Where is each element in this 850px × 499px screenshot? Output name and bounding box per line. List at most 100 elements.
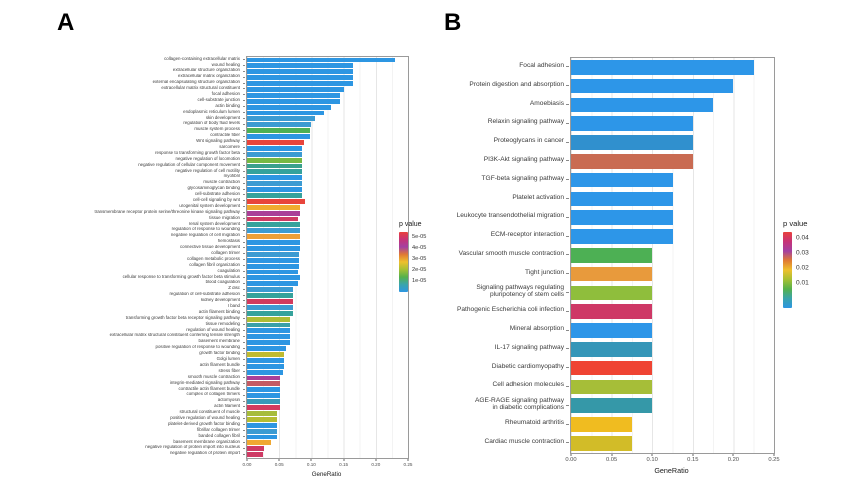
- bar-row: [571, 415, 774, 434]
- panel-a-legend-body: 5e-05 4e-05 3e-05 2e-05 1e-05: [399, 232, 426, 292]
- panel-b-plot-wrap: 0.00 0.05 0.10 0.15 0.20 0.25 GeneRatio: [565, 57, 780, 475]
- panel-b-bars: [571, 58, 774, 453]
- bar-row: [247, 192, 408, 198]
- bar-row: [247, 310, 408, 316]
- category-label: negative regulation of cellular componen…: [30, 162, 246, 168]
- category-label: Mineral absorption: [435, 320, 570, 339]
- category-label: response to transforming growth factor b…: [30, 150, 246, 156]
- bar-row: [247, 204, 408, 210]
- category-label: Relaxin signaling pathway: [435, 113, 570, 132]
- category-label: transforming growth factor beta receptor…: [30, 315, 246, 321]
- panel-b-legend-colorbar: [783, 232, 792, 308]
- bar-row: [247, 281, 408, 287]
- bar: [247, 340, 291, 346]
- bar: [247, 281, 298, 287]
- category-label: regulation of body fluid levels: [30, 121, 246, 127]
- bar: [247, 110, 325, 116]
- category-label: glycosaminoglycan binding: [30, 186, 246, 192]
- bar-row: [571, 340, 774, 359]
- category-label: AGE-RAGE signaling pathway in diabetic c…: [435, 395, 570, 414]
- panel-b-plot-area: [570, 57, 775, 454]
- bar-row: [247, 139, 408, 145]
- bar: [247, 145, 303, 151]
- category-label: Z disc: [30, 286, 246, 292]
- bar-row: [571, 434, 774, 453]
- bar: [247, 157, 303, 163]
- bar-row: [571, 396, 774, 415]
- category-label: actin filament binding: [30, 309, 246, 315]
- panel-a-category-labels: collagen-containing extracellular matrix…: [30, 56, 246, 457]
- bar: [247, 334, 291, 340]
- category-label: Leukocyte transendothelial migration: [435, 207, 570, 226]
- category-label: actomyosin: [30, 398, 246, 404]
- category-label: external encapsulating structure organiz…: [30, 80, 246, 86]
- category-label: fibrillar collagen trimer: [30, 427, 246, 433]
- x-tick-mark: [651, 453, 653, 457]
- category-label: collagen metabolic process: [30, 256, 246, 262]
- x-tick-mark: [407, 458, 409, 462]
- panel-a-bars: [247, 57, 408, 458]
- bar-row: [571, 284, 774, 303]
- bar: [247, 175, 303, 181]
- category-label: extracellular matrix structural constitu…: [30, 333, 246, 339]
- bar: [247, 299, 294, 304]
- bar-row: [247, 240, 408, 246]
- bar-row: [247, 92, 408, 98]
- category-label: urogenital system development: [30, 203, 246, 209]
- bar: [571, 379, 653, 395]
- category-label: Vascular smooth muscle contraction: [435, 245, 570, 264]
- category-label: basement membrane: [30, 339, 246, 345]
- legend-tick-label: 0.03: [796, 249, 809, 257]
- bar: [247, 257, 299, 263]
- category-label: extracellular matrix organization: [30, 74, 246, 80]
- bar: [247, 269, 298, 275]
- panel-a-letter: A: [57, 9, 75, 36]
- bar-row: [247, 440, 408, 446]
- x-tick-mark: [278, 458, 280, 462]
- bar: [247, 210, 300, 216]
- bar: [247, 57, 396, 63]
- x-tick-mark: [773, 453, 775, 457]
- category-label: ECM-receptor interaction: [435, 226, 570, 245]
- bar-row: [571, 171, 774, 190]
- bar-row: [571, 378, 774, 397]
- bar-row: [247, 175, 408, 181]
- bar: [571, 191, 673, 207]
- category-label: regulation of response to wounding: [30, 227, 246, 233]
- bar-row: [247, 369, 408, 375]
- category-label: tissue remodeling: [30, 321, 246, 327]
- x-tick-label: 0.10: [306, 461, 316, 467]
- bar-row: [247, 75, 408, 81]
- category-label: Pathogenic Escherichia coli infection: [435, 301, 570, 320]
- bar: [247, 381, 281, 387]
- bar-row: [247, 334, 408, 340]
- bar: [247, 293, 294, 299]
- bar: [247, 393, 281, 399]
- bar-row: [247, 375, 408, 381]
- bar: [571, 97, 714, 113]
- bar: [571, 154, 693, 169]
- bar: [247, 434, 277, 440]
- x-tick-label: 0.00: [565, 456, 577, 463]
- bar: [247, 369, 284, 375]
- bar-row: [247, 434, 408, 440]
- x-tick-label: 0.20: [727, 456, 740, 463]
- bar-row: [247, 122, 408, 128]
- bar: [247, 151, 303, 157]
- bar-row: [247, 352, 408, 358]
- bar-row: [247, 69, 408, 75]
- x-tick-label: 0.10: [646, 456, 658, 463]
- category-label: Platelet activation: [435, 189, 570, 208]
- bar: [247, 422, 277, 428]
- category-label: basement membrane organization: [30, 439, 246, 445]
- category-label: platelet-derived growth factor binding: [30, 421, 246, 427]
- category-label: Tight junction: [435, 264, 570, 283]
- x-tick-label: 0.15: [339, 461, 349, 467]
- category-label: muscle system process: [30, 127, 246, 133]
- bar-row: [247, 81, 408, 87]
- bar: [571, 135, 693, 150]
- category-label: collagen trimer: [30, 250, 246, 256]
- panel-b-x-axis-title: GeneRatio: [654, 465, 689, 475]
- bar: [571, 172, 673, 188]
- bar: [571, 229, 673, 244]
